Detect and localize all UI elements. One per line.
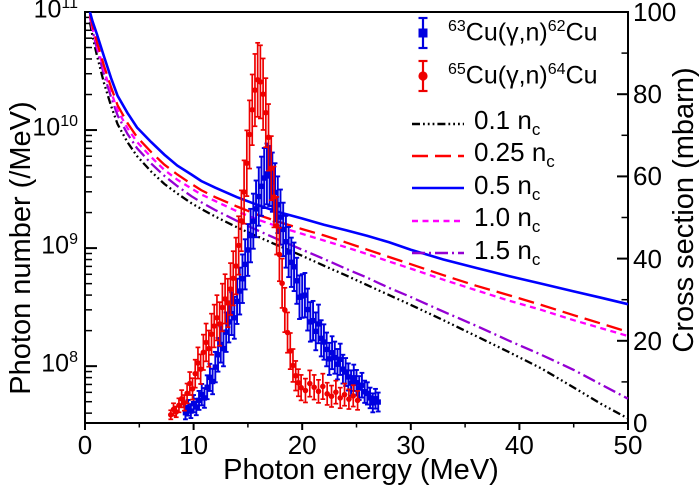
legend-0.5nc-line-icon xyxy=(412,187,464,190)
legend-sample xyxy=(408,205,466,235)
legend-label: 0.1 nc xyxy=(474,105,541,140)
x-tick-label-40: 40 xyxy=(504,430,534,460)
legend-item-65cu: 65Cu(γ,n)64Cu xyxy=(408,55,598,97)
curve-0.5nc xyxy=(88,11,629,306)
legend-item-0.25nc: 0.25 nc xyxy=(408,137,555,172)
curve-0.25nc xyxy=(88,13,629,333)
legend-item-1.5nc: 1.5 nc xyxy=(408,235,540,270)
legend-item-0.1nc: 0.1 nc xyxy=(408,105,540,140)
curve-0.1nc xyxy=(88,21,629,420)
legend-sample xyxy=(408,12,438,54)
right-tick-label-60: 60 xyxy=(633,161,662,192)
x-tick-label-30: 30 xyxy=(396,430,426,460)
legend-label: 65Cu(γ,n)64Cu xyxy=(448,61,598,90)
left-tick-label-1e10: 1010 xyxy=(32,113,78,142)
right-tick-label-40: 40 xyxy=(633,243,662,274)
legend-label: 0.5 nc xyxy=(474,169,541,204)
right-tick-label-20: 20 xyxy=(633,325,662,356)
legend-item-63cu: 63Cu(γ,n)62Cu xyxy=(408,12,598,54)
legend-63cu-marker-icon xyxy=(418,16,428,50)
legend-65cu-marker-icon xyxy=(418,59,428,93)
legend-sample xyxy=(408,55,438,97)
legend-1.5nc-line-icon xyxy=(412,251,464,255)
series-65cu xyxy=(167,41,361,421)
legend-item-1.0nc: 1.0 nc xyxy=(408,202,540,237)
left-tick-label-1e9: 109 xyxy=(41,231,78,260)
legend-sample xyxy=(408,237,466,267)
axis-ticks xyxy=(84,11,629,430)
x-tick-label-10: 10 xyxy=(179,430,209,460)
right-tick-label-0: 0 xyxy=(633,408,648,438)
right-tick-label-100: 100 xyxy=(633,0,677,27)
legend-label: 63Cu(γ,n)62Cu xyxy=(448,18,598,47)
x-tick-label-20: 20 xyxy=(287,430,317,460)
right-axis-title: Cross section (mbarn) xyxy=(668,67,700,353)
legend-item-0.5nc: 0.5 nc xyxy=(408,170,540,205)
legend-label: 1.0 nc xyxy=(474,202,541,237)
legend-label: 0.25 nc xyxy=(474,137,555,172)
legend-0.25nc-line-icon xyxy=(412,154,464,158)
right-tick-label-80: 80 xyxy=(633,79,662,110)
x-tick-label-0: 0 xyxy=(77,430,93,460)
legend-sample xyxy=(408,108,466,138)
x-tick-label-50: 50 xyxy=(613,430,643,460)
curve-1.0nc xyxy=(88,15,629,338)
legend-label: 1.5 nc xyxy=(474,234,541,269)
legend-sample xyxy=(408,172,466,202)
legend-sample xyxy=(408,140,466,170)
left-axis-title: Photon number (/MeV) xyxy=(5,101,37,395)
legend-1.0nc-line-icon xyxy=(412,219,464,223)
left-tick-label-1e11: 1011 xyxy=(33,0,78,24)
legend-0.1nc-line-icon xyxy=(412,122,464,125)
x-axis-title: Photon energy (MeV) xyxy=(223,454,499,486)
left-tick-label-1e8: 108 xyxy=(41,349,78,378)
